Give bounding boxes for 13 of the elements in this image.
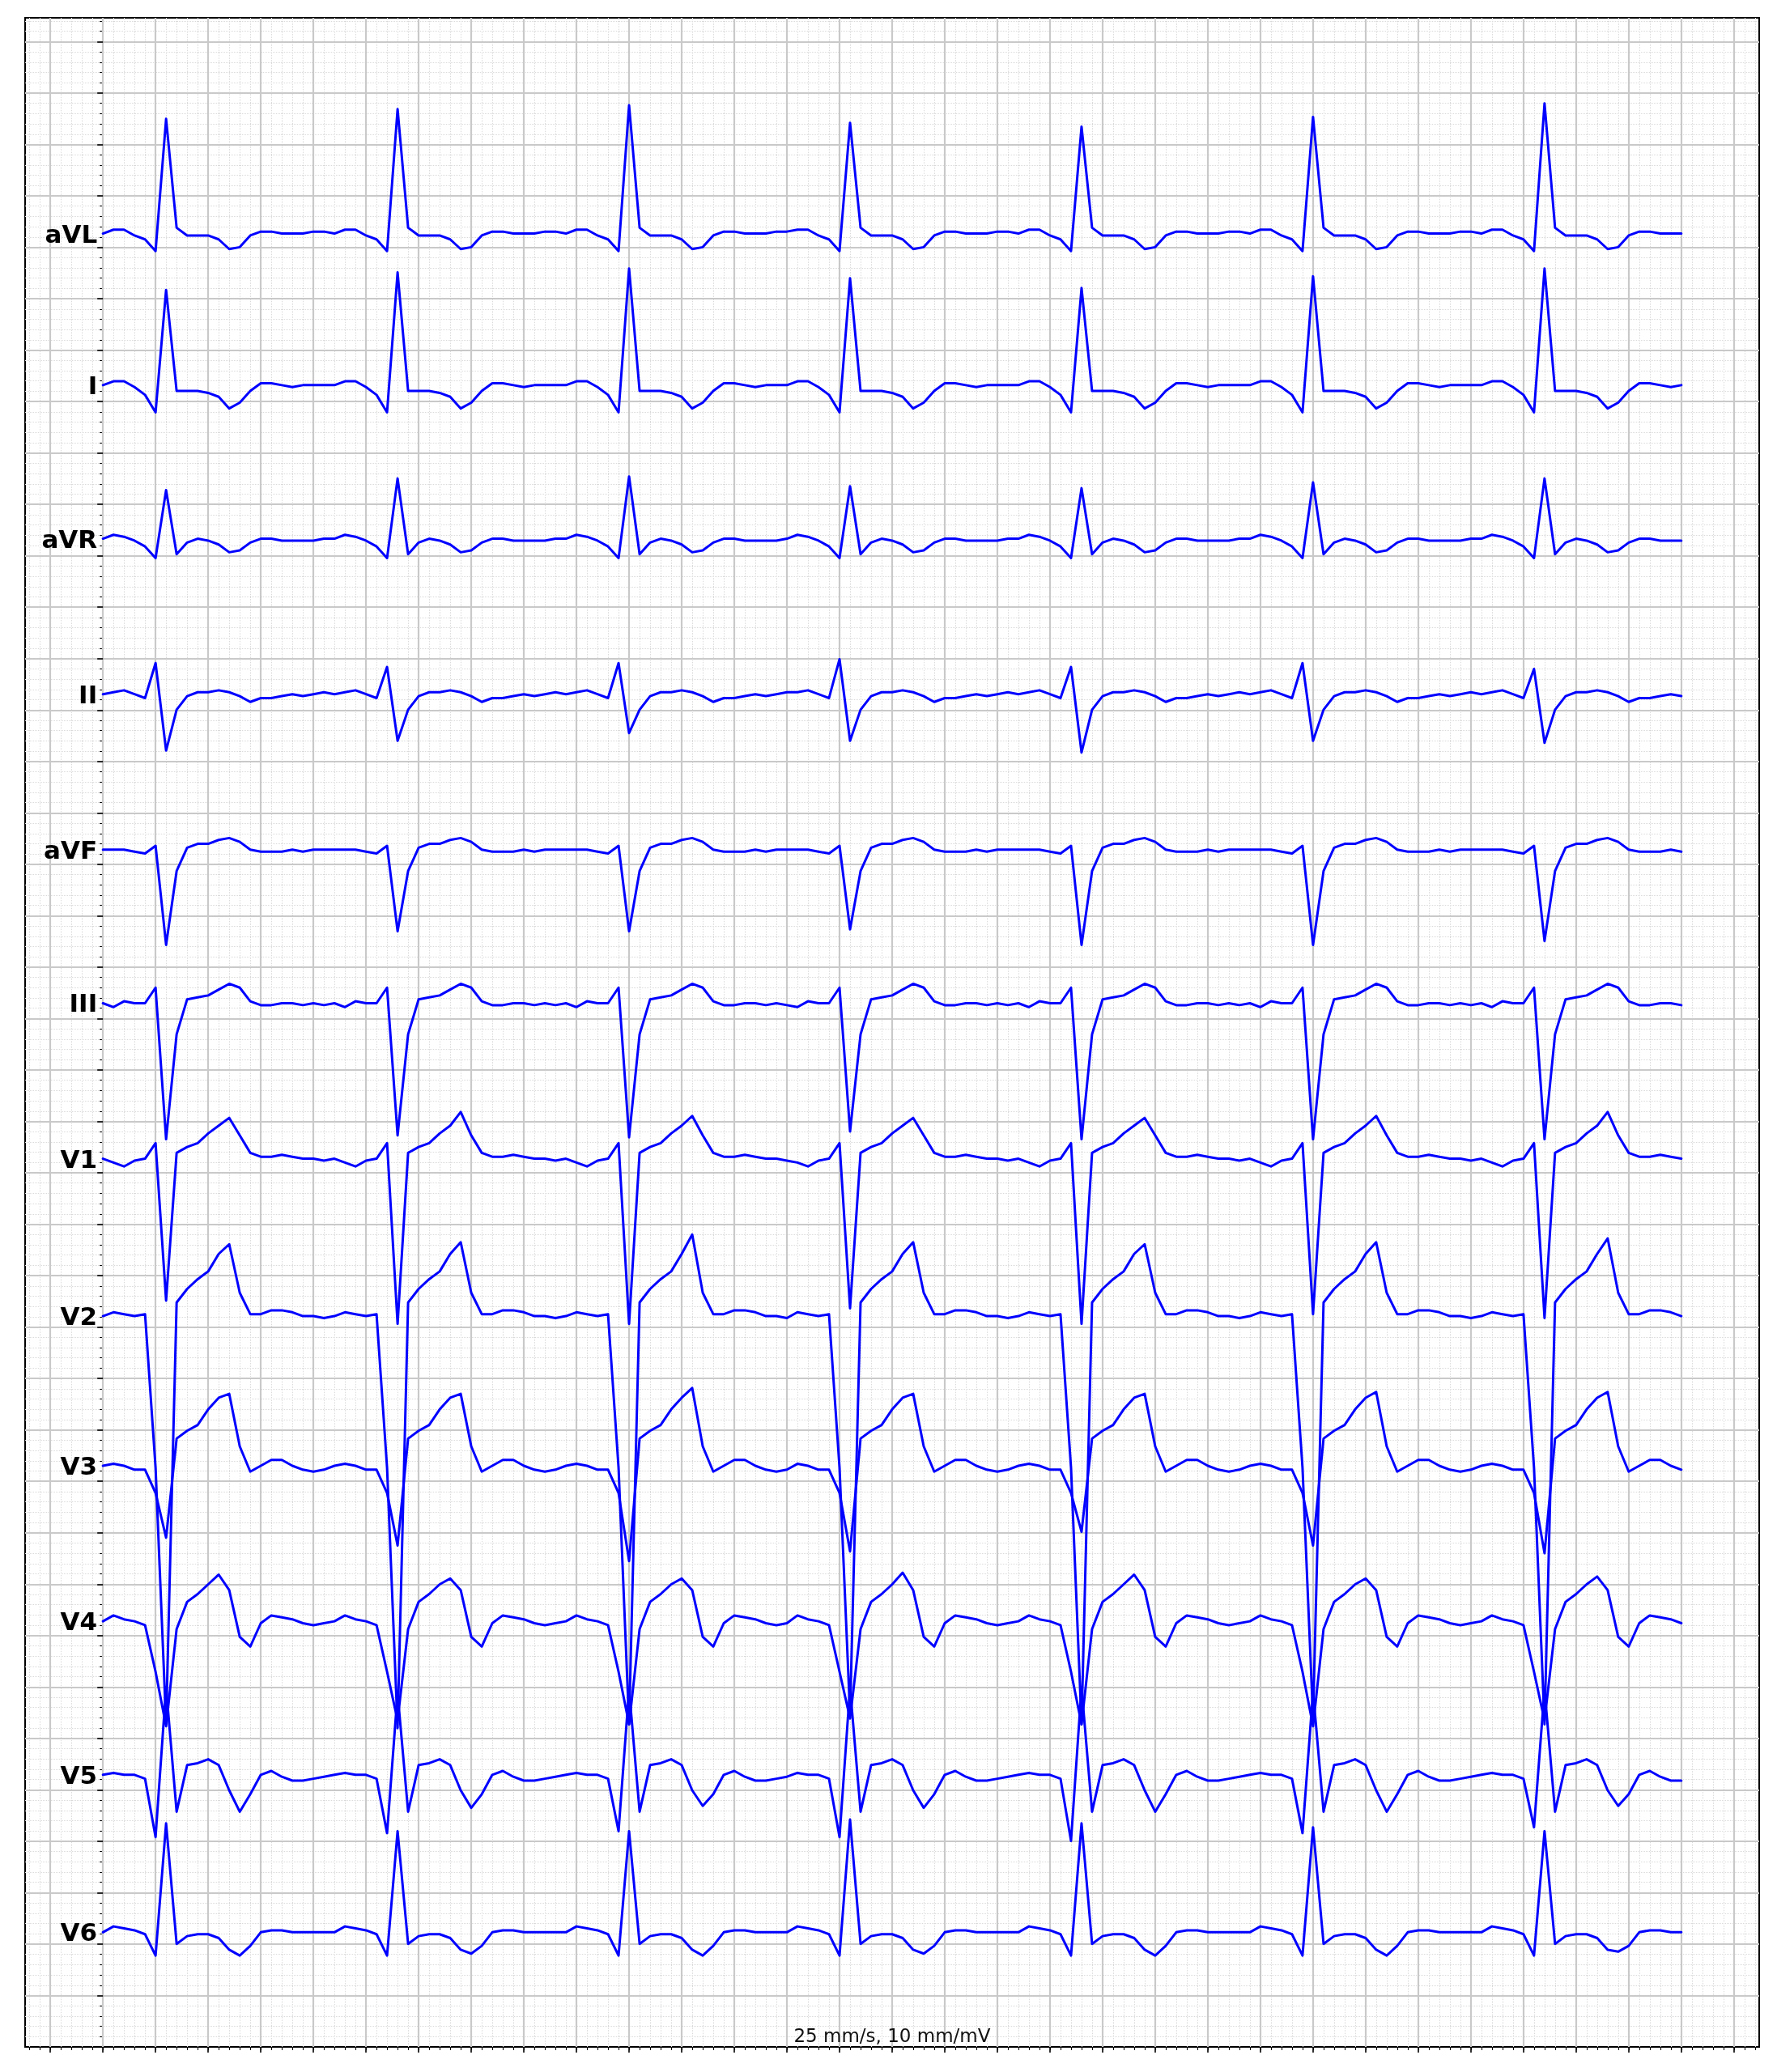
series-label: aVL: [45, 219, 98, 248]
series-label: aVF: [44, 834, 98, 864]
series-label: V4: [60, 1607, 98, 1637]
series-label: V6: [60, 1917, 98, 1947]
series-label: V5: [60, 1760, 98, 1790]
series-label: V3: [60, 1451, 98, 1480]
series-label: V1: [60, 1144, 98, 1174]
series-label: I: [87, 370, 98, 400]
series-label: V2: [60, 1301, 98, 1331]
series-label: II: [79, 679, 98, 709]
series-label: III: [69, 988, 98, 1018]
annotation: 25 mm/s, 10 mm/mV: [793, 2024, 991, 2046]
series-label: aVR: [41, 524, 98, 554]
